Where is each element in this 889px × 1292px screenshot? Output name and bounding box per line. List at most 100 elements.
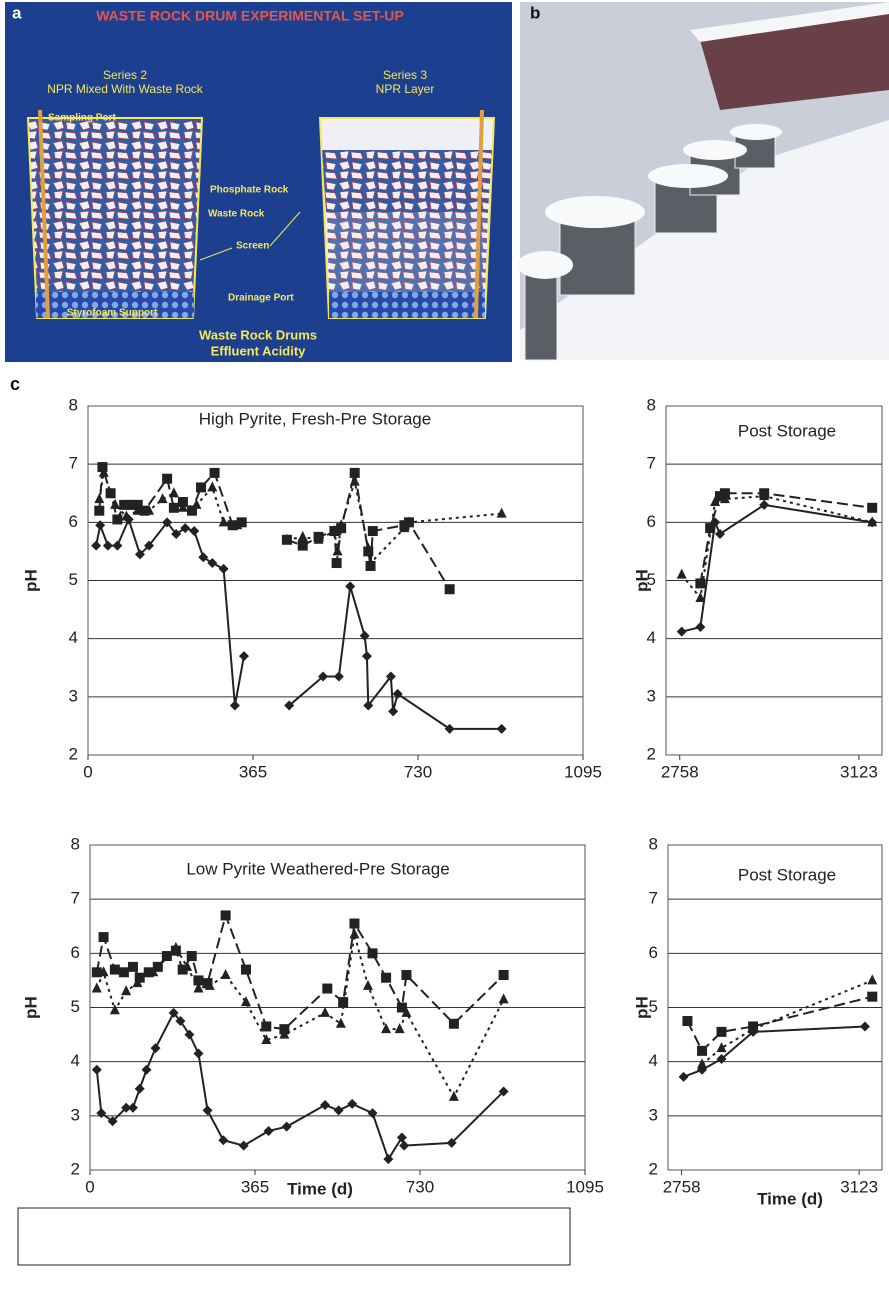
support-layer (329, 292, 485, 318)
marker (322, 984, 332, 994)
y-tick-label: 3 (649, 1105, 658, 1124)
marker (91, 541, 101, 551)
marker (345, 581, 355, 591)
y-tick-label: 3 (647, 686, 656, 705)
panel-label: b (530, 3, 540, 22)
rock-layer (327, 212, 488, 292)
marker (207, 481, 217, 491)
x-tick-label: 730 (404, 762, 432, 781)
y-tick-label: 7 (69, 454, 78, 473)
marker (210, 468, 220, 478)
marker (349, 919, 359, 929)
marker (169, 503, 179, 513)
marker (203, 1105, 213, 1115)
marker (867, 503, 877, 513)
marker (368, 1108, 378, 1118)
marker (381, 1023, 391, 1033)
marker (221, 969, 231, 979)
diagram-label: Styrofoam Support (67, 308, 158, 319)
marker (368, 948, 378, 958)
series-label: NPR Mixed With Waste Rock (47, 82, 204, 96)
x-tick-label: 0 (83, 762, 92, 781)
y-tick-label: 8 (69, 395, 78, 414)
marker (499, 970, 509, 980)
marker (241, 965, 251, 975)
marker (362, 651, 372, 661)
marker (860, 1021, 870, 1031)
marker (110, 499, 120, 509)
marker (497, 724, 507, 734)
marker (333, 545, 343, 555)
marker (207, 558, 217, 568)
marker (239, 1141, 249, 1151)
marker (112, 514, 122, 524)
rock-layer (322, 150, 492, 212)
marker (128, 1103, 138, 1113)
diagram-label: Waste Rock (208, 209, 265, 220)
panel-label: a (12, 3, 22, 22)
marker (187, 951, 197, 961)
marker (264, 1126, 274, 1136)
marker (121, 985, 131, 995)
marker (92, 983, 102, 993)
marker (99, 932, 109, 942)
diagram-title: WASTE ROCK DRUM EXPERIMENTAL SET-UP (96, 8, 404, 24)
y-tick-label: 6 (649, 943, 658, 962)
marker (119, 967, 129, 977)
marker (867, 992, 877, 1002)
marker (162, 474, 172, 484)
marker (381, 973, 391, 983)
marker (449, 1019, 459, 1029)
marker (158, 493, 168, 503)
series-line (97, 915, 504, 1029)
marker (449, 1091, 459, 1101)
marker (360, 631, 370, 641)
series-line (700, 493, 872, 583)
drum (28, 118, 202, 318)
series-line (702, 980, 872, 1064)
y-tick-label: 7 (647, 454, 656, 473)
y-tick-label: 4 (69, 628, 78, 647)
chart-title: Post Storage (738, 421, 836, 440)
series-line (687, 997, 872, 1051)
marker (135, 1084, 145, 1094)
marker (142, 1065, 152, 1075)
marker (399, 1141, 409, 1151)
diagram-label: Screen (236, 241, 269, 252)
y-tick-label: 6 (647, 512, 656, 531)
chart-title: Low Pyrite Weathered-Pre Storage (186, 859, 449, 878)
marker (94, 506, 104, 516)
y-axis-label: pH (632, 569, 651, 592)
marker (198, 552, 208, 562)
marker (695, 622, 705, 632)
marker (261, 1021, 271, 1031)
x-tick-label: 0 (85, 1177, 94, 1196)
marker (697, 1058, 707, 1068)
marker (499, 993, 509, 1003)
y-tick-label: 8 (71, 834, 80, 853)
diagram-label: Phosphate Rock (210, 185, 289, 196)
figure: a WASTE ROCK DRUM EXPERIMENTAL SET-UP Se… (0, 0, 889, 1292)
marker (679, 1072, 689, 1082)
marker (497, 508, 507, 518)
marker (241, 996, 251, 1006)
page: {"panels": { "a": {"label": "a", "title"… (0, 0, 889, 1292)
marker (110, 965, 120, 975)
marker (368, 526, 378, 536)
series-line (97, 934, 504, 1097)
marker (401, 970, 411, 980)
marker (332, 558, 342, 568)
diagram-label: Drainage Port (228, 293, 294, 304)
caption: Waste Rock Drums (199, 327, 317, 342)
series-line (289, 586, 501, 729)
series-line (682, 496, 872, 598)
marker (239, 651, 249, 661)
marker (189, 526, 199, 536)
y-tick-label: 4 (647, 628, 656, 647)
marker (363, 980, 373, 990)
x-tick-label: 1095 (566, 1177, 604, 1196)
series-label: NPR Layer (376, 82, 435, 96)
marker (336, 1018, 346, 1028)
series-line (684, 1026, 865, 1076)
x-tick-label: 365 (239, 762, 267, 781)
